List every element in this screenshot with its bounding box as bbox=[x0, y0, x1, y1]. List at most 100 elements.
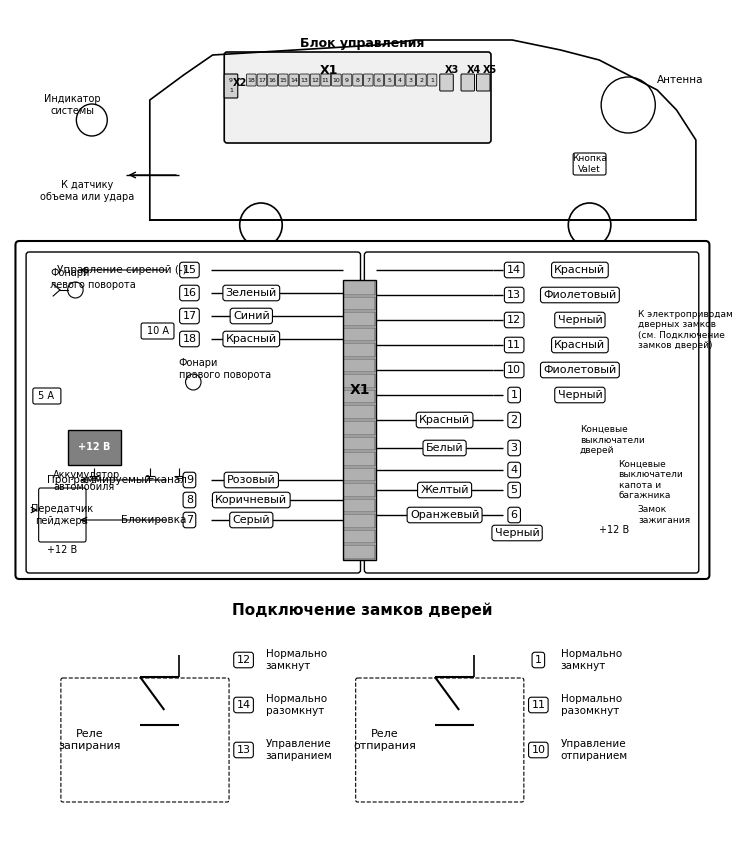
Bar bbox=[344, 281, 375, 295]
Text: 10: 10 bbox=[531, 745, 545, 755]
FancyBboxPatch shape bbox=[385, 74, 394, 86]
FancyBboxPatch shape bbox=[310, 74, 320, 86]
Text: Антенна: Антенна bbox=[657, 75, 704, 85]
FancyBboxPatch shape bbox=[26, 252, 361, 573]
Text: X1: X1 bbox=[320, 64, 338, 76]
Text: Черный: Черный bbox=[557, 390, 602, 400]
Text: Синий: Синий bbox=[233, 311, 270, 321]
Bar bbox=[344, 343, 375, 357]
Text: 1: 1 bbox=[229, 87, 233, 92]
Bar bbox=[344, 406, 375, 419]
FancyBboxPatch shape bbox=[406, 74, 416, 86]
Text: 12: 12 bbox=[507, 315, 521, 325]
Text: Блок управления: Блок управления bbox=[300, 37, 424, 50]
FancyBboxPatch shape bbox=[364, 252, 699, 573]
Text: 13: 13 bbox=[236, 745, 250, 755]
Bar bbox=[344, 436, 375, 450]
Text: Концевые
выключатели
капота и
багажника: Концевые выключатели капота и багажника bbox=[619, 460, 683, 500]
FancyBboxPatch shape bbox=[476, 74, 490, 91]
Text: 8: 8 bbox=[356, 77, 359, 82]
Bar bbox=[344, 312, 375, 325]
Text: 10: 10 bbox=[332, 77, 340, 82]
Text: Подключение замков дверей: Подключение замков дверей bbox=[232, 602, 493, 617]
Bar bbox=[68, 430, 121, 465]
FancyBboxPatch shape bbox=[33, 388, 61, 404]
Bar bbox=[344, 452, 375, 466]
Text: 2: 2 bbox=[419, 77, 424, 82]
Text: Фиолетовый: Фиолетовый bbox=[543, 290, 616, 300]
Bar bbox=[344, 499, 375, 512]
Text: Реле
запирания: Реле запирания bbox=[58, 729, 122, 750]
Text: Желтый: Желтый bbox=[420, 485, 469, 495]
FancyBboxPatch shape bbox=[332, 74, 341, 86]
FancyBboxPatch shape bbox=[461, 74, 475, 91]
Text: 10: 10 bbox=[507, 365, 521, 375]
Text: 15: 15 bbox=[182, 265, 196, 275]
Text: +12 В: +12 В bbox=[46, 545, 77, 555]
Bar bbox=[344, 484, 375, 497]
FancyBboxPatch shape bbox=[573, 153, 606, 175]
Text: X1: X1 bbox=[350, 383, 370, 397]
FancyBboxPatch shape bbox=[299, 74, 309, 86]
FancyBboxPatch shape bbox=[364, 74, 373, 86]
Text: 3: 3 bbox=[511, 443, 518, 453]
Text: Замок
зажигания: Замок зажигания bbox=[638, 506, 690, 524]
Text: X2: X2 bbox=[232, 78, 247, 88]
Text: Фиолетовый: Фиолетовый bbox=[543, 365, 616, 375]
Text: 4: 4 bbox=[398, 77, 402, 82]
Text: Коричневый: Коричневый bbox=[215, 495, 287, 505]
Text: Зеленый: Зеленый bbox=[226, 288, 277, 298]
Text: Белый: Белый bbox=[426, 443, 464, 453]
Text: 1: 1 bbox=[511, 390, 518, 400]
Text: Фонари
правого поворота: Фонари правого поворота bbox=[178, 358, 271, 379]
FancyBboxPatch shape bbox=[247, 74, 256, 86]
Text: Серый: Серый bbox=[232, 515, 270, 525]
Text: 4: 4 bbox=[511, 465, 518, 475]
Bar bbox=[344, 514, 375, 528]
Text: Блокировка: Блокировка bbox=[122, 515, 187, 525]
Text: 14: 14 bbox=[236, 700, 250, 710]
FancyBboxPatch shape bbox=[141, 323, 174, 339]
FancyBboxPatch shape bbox=[416, 74, 426, 86]
Text: 3: 3 bbox=[409, 77, 413, 82]
Bar bbox=[344, 328, 375, 341]
Text: Черный: Черный bbox=[557, 315, 602, 325]
Text: X4: X4 bbox=[466, 65, 481, 75]
FancyBboxPatch shape bbox=[342, 74, 352, 86]
FancyBboxPatch shape bbox=[268, 74, 278, 86]
Text: Управление
запиранием: Управление запиранием bbox=[266, 739, 332, 761]
Text: Передатчик
пейджера: Передатчик пейджера bbox=[31, 504, 93, 526]
FancyBboxPatch shape bbox=[289, 74, 298, 86]
Text: К электроприводам
дверных замков
(см. Подключение
замков дверей): К электроприводам дверных замков (см. По… bbox=[638, 310, 733, 350]
Text: Кнопка
Valet: Кнопка Valet bbox=[572, 154, 607, 174]
Text: 11: 11 bbox=[322, 77, 329, 82]
Text: 9: 9 bbox=[229, 77, 233, 82]
Text: Реле
отпирания: Реле отпирания bbox=[353, 729, 416, 750]
FancyBboxPatch shape bbox=[224, 52, 491, 143]
Text: Индикатор
системы: Индикатор системы bbox=[44, 94, 100, 116]
Text: Розовый: Розовый bbox=[227, 475, 276, 485]
Text: Нормально
замкнут: Нормально замкнут bbox=[266, 649, 327, 671]
FancyBboxPatch shape bbox=[224, 74, 238, 98]
Text: 5: 5 bbox=[511, 485, 518, 495]
FancyBboxPatch shape bbox=[427, 74, 436, 86]
Text: Программируемый канал: Программируемый канал bbox=[46, 475, 187, 485]
Text: 14: 14 bbox=[290, 77, 298, 82]
Text: 18: 18 bbox=[182, 334, 196, 344]
FancyBboxPatch shape bbox=[356, 678, 524, 802]
FancyBboxPatch shape bbox=[321, 74, 331, 86]
Text: 1: 1 bbox=[535, 655, 542, 665]
FancyBboxPatch shape bbox=[374, 74, 384, 86]
Bar bbox=[344, 468, 375, 481]
Text: Нормально
разомкнут: Нормально разомкнут bbox=[560, 695, 622, 716]
Text: К датчику
объема или удара: К датчику объема или удара bbox=[40, 180, 134, 202]
Bar bbox=[344, 530, 375, 544]
FancyBboxPatch shape bbox=[440, 74, 453, 91]
Text: 12: 12 bbox=[236, 655, 250, 665]
Text: 11: 11 bbox=[507, 340, 521, 350]
FancyBboxPatch shape bbox=[61, 678, 229, 802]
Text: 16: 16 bbox=[268, 77, 277, 82]
FancyBboxPatch shape bbox=[352, 74, 362, 86]
FancyBboxPatch shape bbox=[395, 74, 405, 86]
Text: Аккумулятор
автомобиля: Аккумулятор автомобиля bbox=[53, 470, 121, 491]
